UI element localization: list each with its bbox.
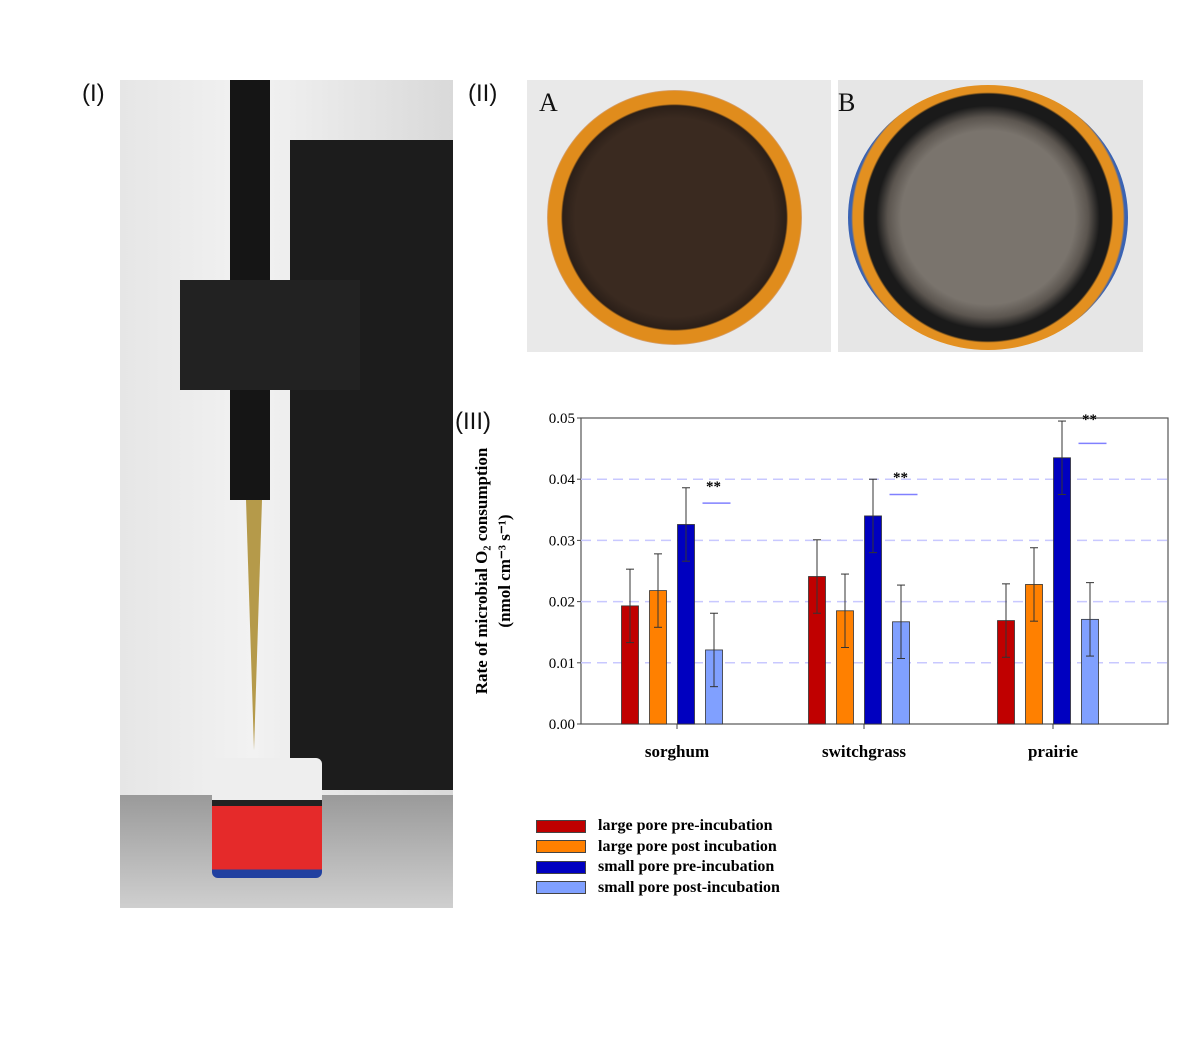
panel-label-iii: (III): [455, 408, 491, 435]
y-tick-label: 0.05: [549, 411, 575, 427]
legend-swatch: [536, 840, 586, 854]
y-tick-label: 0.00: [549, 717, 575, 733]
legend-item: small pore pre-incubation: [536, 857, 780, 878]
y-tick-label: 0.01: [549, 656, 575, 672]
legend-swatch: [536, 819, 586, 833]
legend-label: small pore pre-incubation: [598, 858, 775, 876]
significance-marker: **: [1082, 412, 1097, 428]
y-axis-label-line2: (nmol cm⁻³ s⁻¹): [495, 514, 514, 627]
legend-item: large pore pre-incubation: [536, 816, 780, 837]
soil-core-photo-a: A: [527, 80, 831, 352]
y-tick-label: 0.02: [549, 595, 575, 611]
legend-label: small pore post-incubation: [598, 878, 780, 896]
legend-swatch: [536, 881, 586, 895]
photo-label-a: A: [539, 88, 558, 117]
legend-swatch: [536, 860, 586, 874]
bar-chart: 0.00 0.01 0.02 0.03 0.04 0.05 Rate of microbia…: [472, 411, 1169, 761]
significance-marker: **: [706, 479, 721, 495]
panel-label-ii: (II): [468, 80, 498, 107]
significance-marker: **: [893, 470, 908, 486]
soil-core-photo-b: B: [838, 80, 1143, 352]
y-tick-label: 0.03: [549, 533, 575, 549]
photo-label-b: B: [838, 88, 856, 117]
legend-label: large pore pre-incubation: [598, 817, 773, 835]
legend-item: large pore post incubation: [536, 837, 780, 858]
microsensor-rig-photo: [120, 80, 453, 908]
y-tick-label: 0.04: [549, 472, 576, 488]
bar: [1053, 457, 1071, 725]
x-tick-label: sorghum: [645, 742, 709, 761]
legend-label: large pore post incubation: [598, 837, 777, 855]
x-tick-label: prairie: [1028, 742, 1078, 761]
x-tick-label: switchgrass: [822, 742, 906, 761]
panel-label-i: (I): [82, 80, 105, 107]
legend-item: small pore post-incubation: [536, 878, 780, 899]
legend: large pore pre-incubation large pore post…: [536, 816, 780, 898]
y-axis-label-line1: Rate of microbial O₂ consumption: [472, 447, 491, 694]
